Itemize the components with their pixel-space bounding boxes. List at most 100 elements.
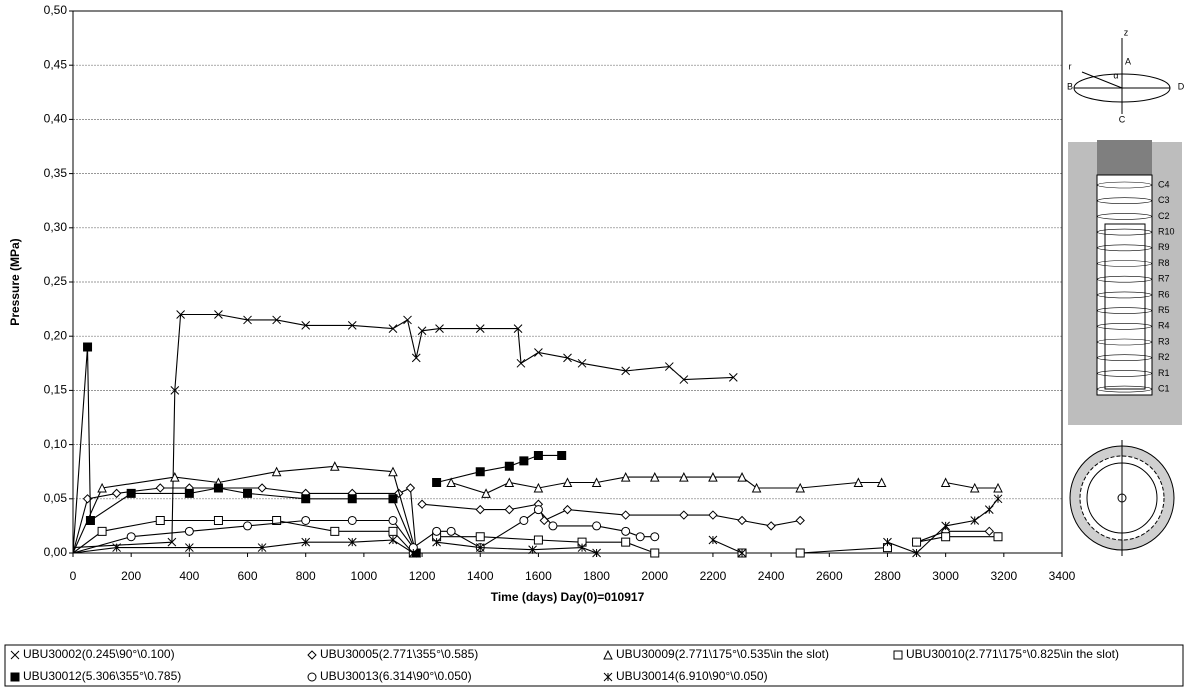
marker [853, 477, 864, 488]
y-tick-label: 0,15 [44, 383, 68, 397]
marker [534, 348, 543, 357]
ring-label: R5 [1158, 305, 1170, 315]
legend-label: UBU30013(6.314\90°\0.050) [320, 669, 472, 683]
marker [111, 488, 122, 499]
marker [475, 324, 485, 333]
series-line [72, 519, 998, 554]
marker [243, 315, 252, 325]
marker [620, 510, 631, 520]
ring-label: C3 [1158, 195, 1170, 205]
marker [708, 510, 718, 520]
marker [475, 543, 485, 552]
y-tick-label: 0,20 [44, 328, 68, 342]
borehole-diagram [1068, 38, 1182, 556]
marker [941, 521, 951, 531]
marker [435, 324, 444, 333]
diagram-label: C [1119, 114, 1126, 124]
marker [562, 504, 573, 515]
section-center [1117, 493, 1127, 503]
x-tick-label: 800 [296, 569, 316, 583]
marker [126, 488, 136, 498]
y-tick-label: 0,05 [44, 491, 68, 505]
marker [301, 494, 311, 504]
ring [1097, 213, 1152, 220]
x-tick-label: 3400 [1049, 569, 1076, 583]
marker [475, 532, 485, 542]
x-tick-label: 600 [238, 569, 258, 583]
marker [679, 510, 689, 520]
marker [519, 515, 529, 525]
marker [301, 515, 311, 525]
x-tick-label: 2200 [700, 569, 727, 583]
legend-label: UBU30010(2.771\175°\0.825\in the slot) [906, 647, 1119, 661]
legend-label: UBU30005(2.771\355°\0.585) [320, 647, 478, 661]
marker [432, 478, 442, 488]
marker [155, 515, 165, 525]
legend-label: UBU30002(0.245\90°\0.100) [23, 647, 175, 661]
marker [533, 535, 543, 545]
x-tick-label: 2000 [641, 569, 668, 583]
marker [272, 315, 281, 325]
marker [737, 515, 747, 526]
ring [1097, 385, 1152, 393]
marker [214, 310, 223, 319]
ring-label: C4 [1158, 179, 1170, 189]
marker [941, 532, 951, 542]
x-axis-title: Time (days) Day(0)=010917 [491, 590, 645, 604]
marker [513, 324, 523, 333]
marker [708, 535, 718, 545]
cap [1097, 140, 1152, 175]
marker [577, 543, 587, 552]
x-tick-label: 400 [179, 569, 199, 583]
x-tick-label: 0 [70, 569, 77, 583]
marker [679, 472, 689, 482]
ring-label: R6 [1158, 289, 1170, 299]
y-tick-label: 0,35 [44, 166, 68, 180]
marker [795, 548, 805, 558]
marker [548, 521, 558, 531]
marker [417, 326, 427, 336]
legend-box [4, 644, 1184, 687]
marker [301, 537, 311, 547]
legend-label: UBU30012(5.306\355°\0.785) [23, 669, 181, 683]
marker [664, 362, 674, 371]
marker [970, 516, 980, 525]
x-tick-label: 200 [121, 569, 141, 583]
marker [504, 461, 514, 471]
canister [1096, 174, 1153, 396]
marker [432, 537, 441, 547]
marker [912, 537, 922, 547]
ring-label: C1 [1158, 383, 1170, 393]
ring [1097, 322, 1152, 330]
marker [533, 505, 543, 515]
marker [83, 342, 93, 352]
marker [243, 521, 253, 531]
marker [169, 472, 180, 482]
legend-label: UBU30009(2.771\175°\0.535\in the slot) [616, 647, 829, 661]
legend-marker [10, 672, 20, 682]
marker [213, 515, 223, 525]
marker [528, 545, 537, 555]
marker [329, 461, 340, 471]
diagram-label: A [1125, 56, 1131, 66]
ring [1097, 370, 1152, 377]
marker [411, 353, 421, 363]
marker [516, 358, 526, 368]
marker [591, 477, 602, 488]
legend-marker [10, 650, 20, 660]
marker [257, 483, 267, 493]
ring [1097, 260, 1152, 267]
marker [257, 543, 267, 552]
legend-marker [307, 672, 317, 682]
ring-label: R1 [1158, 368, 1170, 378]
marker [621, 526, 631, 536]
y-tick-label: 0,40 [44, 112, 68, 126]
marker [388, 324, 398, 333]
x-tick-label: 2800 [874, 569, 901, 583]
marker [347, 537, 357, 547]
marker [577, 537, 587, 547]
marker [213, 483, 223, 493]
ring [1097, 181, 1152, 189]
marker [167, 537, 177, 547]
